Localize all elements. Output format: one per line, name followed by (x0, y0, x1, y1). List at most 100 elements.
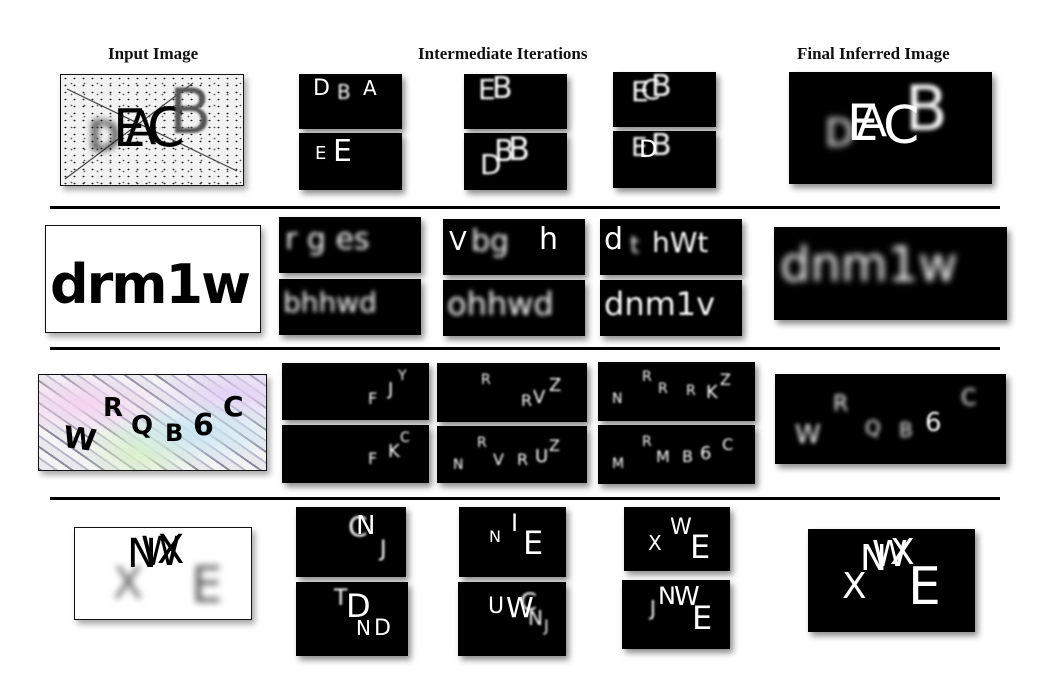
glyph: W (60, 419, 99, 460)
glyph: U (535, 446, 549, 467)
glyph: E (690, 528, 711, 566)
header-intermediate-iterations: Intermediate Iterations (418, 44, 588, 63)
glyph: W (670, 515, 692, 540)
glyph: A (857, 96, 888, 147)
glyph: B (337, 80, 351, 104)
glyph: B (508, 133, 530, 168)
input-image-row3: W R Q B 6 C (38, 374, 267, 471)
glyph: Y (398, 368, 407, 384)
glyph: t (630, 231, 640, 259)
glyph: U (488, 594, 505, 619)
iteration-r2-1: r g es (279, 217, 421, 273)
glyph: Z (720, 370, 731, 389)
glyph: W (872, 534, 908, 575)
glyph: B (905, 72, 948, 145)
glyph: N (528, 606, 543, 630)
glyph: D (346, 587, 371, 625)
glyph: r g es (285, 222, 370, 257)
glyph: R (686, 383, 696, 399)
glyph: D (374, 616, 391, 641)
input-clutter-lines (64, 82, 238, 180)
glyph: C (883, 96, 920, 156)
glyph: K (706, 382, 718, 403)
glyph: bg (471, 224, 510, 259)
glyph: C (520, 588, 537, 616)
glyph: Z (549, 375, 562, 396)
glyph: N (860, 538, 887, 579)
glyph: E (631, 133, 648, 163)
iteration-r2-3: d t hWt (600, 219, 742, 275)
glyph: J (380, 537, 387, 562)
row-separator (50, 206, 1000, 209)
glyph: I (511, 509, 519, 537)
iteration-r2-6: dnm1v (600, 280, 742, 336)
glyph: M (612, 456, 625, 472)
glyph: T (334, 586, 348, 611)
glyph: D (480, 148, 502, 181)
glyph: E (315, 143, 327, 164)
glyph: M (656, 447, 670, 466)
glyph: B (682, 447, 693, 466)
glyph: A (125, 101, 157, 155)
row-separator (50, 497, 1000, 500)
glyph: h (539, 222, 559, 257)
glyph: E (692, 599, 713, 637)
glyph: R (103, 393, 124, 423)
row-separator (50, 347, 1000, 350)
glyph: N (356, 511, 376, 541)
glyph: Q (131, 411, 154, 441)
glyph: R (517, 450, 529, 469)
glyph: ohhwd (447, 285, 554, 323)
glyph: bhhwd (283, 286, 377, 319)
glyph: d (604, 222, 624, 257)
glyph: C (961, 386, 977, 411)
glyph: W (795, 420, 821, 450)
iteration-r2-4: bhhwd (279, 279, 421, 335)
final-image-row2: dnm1w (774, 227, 1007, 320)
glyph: C (641, 73, 661, 106)
glyph: C (223, 390, 244, 423)
input-image-row4: X N W X E (74, 527, 252, 620)
glyph: dnm1w (780, 237, 958, 293)
glyph: F (368, 449, 378, 468)
glyph: B (651, 131, 672, 163)
glyph: J (544, 616, 549, 635)
glyph: E (191, 556, 223, 614)
glyph: V (533, 387, 546, 408)
input-image-row2: drm1w (45, 225, 261, 333)
glyph: C (348, 510, 368, 543)
glyph: X (648, 531, 662, 555)
glyph: W (674, 582, 700, 612)
glyph: R (833, 392, 849, 417)
glyph: N (127, 531, 157, 577)
glyph: E (631, 75, 649, 108)
glyph: N (356, 616, 371, 640)
glyph: E (333, 134, 352, 169)
input-text: drm1w (50, 253, 251, 316)
glyph: N (489, 527, 501, 546)
glyph: B (494, 134, 515, 169)
glyph: B (651, 72, 672, 104)
glyph: R (477, 435, 487, 451)
glyph: X (113, 558, 144, 609)
glyph: dnm1v (604, 285, 716, 323)
glyph: R (658, 381, 668, 397)
glyph: B (169, 75, 212, 148)
glyph: R (521, 391, 533, 410)
